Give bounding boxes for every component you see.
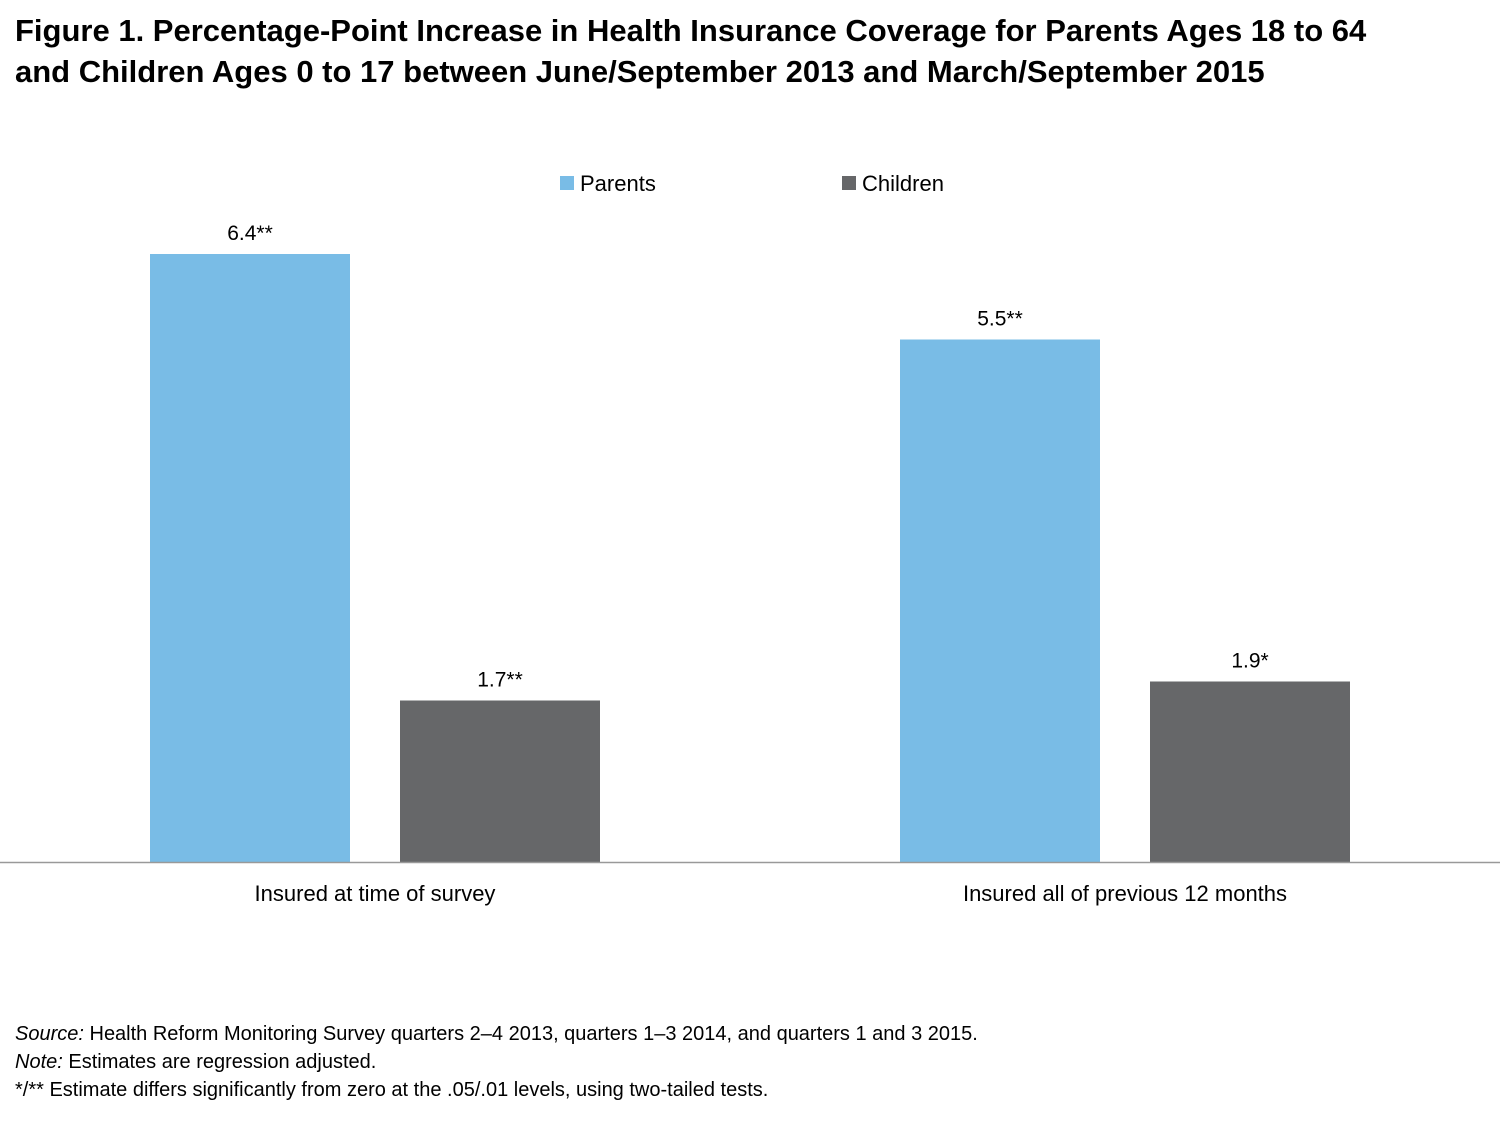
chart-title-line-1: Figure 1. Percentage-Point Increase in H… [15, 13, 1367, 48]
bar-children-2 [1150, 681, 1350, 862]
data-label-children-1: 1.7** [477, 669, 523, 692]
note-text: Estimates are regression adjusted. [62, 1051, 377, 1073]
bar-children-1 [400, 700, 600, 862]
bar-chart: 6.4** 1.7** Insured at time of survey 5.5**… [0, 171, 1500, 906]
source-label: Source: [15, 1023, 84, 1045]
data-label-children-2: 1.9* [1231, 650, 1268, 673]
bar-parents-1 [150, 254, 350, 862]
significance-note: */** Estimate differs significantly from… [15, 1079, 769, 1101]
chart-title: Figure 1. Percentage-Point Increase in H… [15, 10, 1485, 92]
source-text: Health Reform Monitoring Survey quarters… [83, 1023, 978, 1045]
source-note: Source: Health Reform Monitoring Survey … [15, 1020, 1475, 1048]
data-label-parents-1: 6.4** [227, 222, 273, 245]
method-note: Note: Estimates are regression adjusted. [15, 1048, 1475, 1076]
category-label-2: Insured all of previous 12 months [963, 881, 1287, 906]
data-label-parents-2: 5.5** [977, 308, 1023, 331]
legend-swatch-parents [560, 176, 574, 190]
legend-swatch-children [842, 176, 856, 190]
category-label-1: Insured at time of survey [255, 881, 496, 906]
chart-title-line-2: and Children Ages 0 to 17 between June/S… [15, 54, 1265, 89]
legend-label-children: Children [862, 171, 944, 196]
legend-label-parents: Parents [580, 171, 656, 196]
bar-parents-2 [900, 339, 1100, 862]
chart-notes: Source: Health Reform Monitoring Survey … [15, 1020, 1475, 1104]
note-label: Note: [15, 1051, 63, 1073]
